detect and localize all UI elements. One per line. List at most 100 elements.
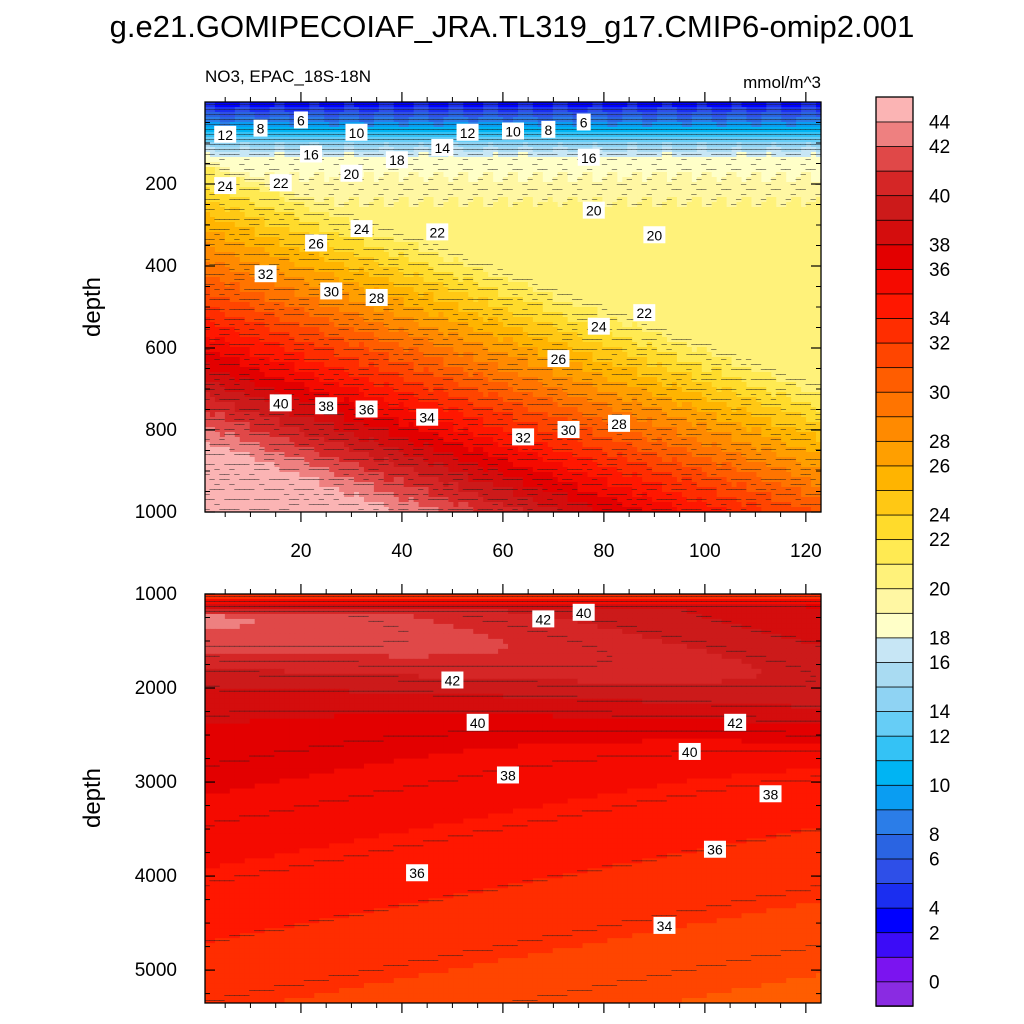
contour-cell xyxy=(552,172,559,178)
contour-cell xyxy=(468,217,474,223)
contour-cell xyxy=(259,217,266,223)
contour-cell xyxy=(627,277,633,283)
contour-cell xyxy=(458,227,464,233)
contour-cell xyxy=(706,277,713,283)
contour-cell xyxy=(438,177,445,183)
contour-cell xyxy=(378,212,385,218)
contour-cell xyxy=(756,187,762,193)
contour-cell xyxy=(254,227,261,233)
contour-cell xyxy=(791,272,797,278)
contour-cell xyxy=(577,242,584,248)
contour-cell xyxy=(741,227,748,233)
contour-cell xyxy=(577,292,584,298)
contour-cell xyxy=(696,272,703,278)
contour-cell xyxy=(239,222,246,228)
contour-cell xyxy=(468,162,474,168)
contour-cell xyxy=(249,302,256,308)
contour-cell xyxy=(691,267,698,273)
contour-cell xyxy=(696,297,703,303)
contour-cell xyxy=(791,242,797,248)
contour-cell xyxy=(756,232,762,238)
contour-cell xyxy=(304,252,310,258)
contour-cell xyxy=(319,162,325,168)
contour-cell xyxy=(349,262,355,268)
contour-cell xyxy=(801,252,807,258)
contour-cell xyxy=(508,182,514,188)
contour-cell xyxy=(433,292,440,298)
contour-cell xyxy=(522,202,529,208)
contour-cell xyxy=(532,237,539,243)
contour-cell xyxy=(408,257,415,263)
contour-cell xyxy=(517,257,524,263)
contour-cell xyxy=(686,292,693,298)
contour-cell xyxy=(691,262,698,268)
contour-cell xyxy=(309,207,315,213)
contour-cell xyxy=(667,177,673,183)
contour-cell xyxy=(607,242,613,248)
contour-cell xyxy=(269,162,276,168)
contour-cell xyxy=(557,177,564,183)
contour-cell xyxy=(811,217,817,223)
contour-cell xyxy=(771,257,777,263)
contour-cell xyxy=(612,237,618,243)
contour-cell xyxy=(572,207,579,213)
contour-cell xyxy=(453,257,459,263)
contour-cell xyxy=(522,232,529,238)
contour-cell xyxy=(681,192,688,198)
contour-cell xyxy=(582,167,589,173)
contour-cell xyxy=(383,212,390,218)
contour-cell xyxy=(776,167,782,173)
contour-cell xyxy=(676,167,683,173)
contour-cell xyxy=(428,182,435,188)
contour-cell xyxy=(612,242,618,248)
contour-cell xyxy=(632,212,638,218)
contour-cell xyxy=(736,217,743,223)
contour-cell xyxy=(801,232,807,238)
contour-cell xyxy=(453,172,459,178)
contour-cell xyxy=(751,272,758,278)
contour-cell xyxy=(269,237,276,243)
contour-cell xyxy=(483,267,489,273)
contour-cell xyxy=(488,257,494,263)
contour-cell xyxy=(607,287,613,293)
contour-cell xyxy=(344,182,350,188)
contour-cell xyxy=(324,162,330,168)
contour-cell xyxy=(637,277,643,283)
contour-cell xyxy=(473,157,479,163)
contour-cell xyxy=(234,232,241,238)
contour-cell xyxy=(791,237,797,243)
contour-cell xyxy=(453,272,459,278)
contour-cell xyxy=(711,242,718,248)
contour-cell xyxy=(811,177,817,183)
contour-cell xyxy=(522,212,529,218)
contour-cell xyxy=(299,282,305,288)
contour-cell xyxy=(373,252,380,258)
contour-cell xyxy=(304,162,310,168)
contour-cell xyxy=(751,182,758,188)
contour-cell xyxy=(577,172,584,178)
contour-cell xyxy=(552,277,559,283)
contour-cell xyxy=(791,277,797,283)
contour-cell xyxy=(686,162,693,168)
contour-cell xyxy=(552,237,559,243)
contour-cell xyxy=(234,227,241,233)
contour-cell xyxy=(662,282,668,288)
contour-cell xyxy=(542,242,549,248)
contour-cell xyxy=(811,182,817,188)
contour-cell xyxy=(741,217,748,223)
contour-cell xyxy=(617,252,623,258)
contour-cell xyxy=(681,207,688,213)
contour-cell xyxy=(657,212,663,218)
contour-cell xyxy=(756,182,762,188)
contour-cell xyxy=(731,192,738,198)
contour-cell xyxy=(582,242,589,248)
contour-cell xyxy=(403,172,410,178)
contour-cell xyxy=(686,202,693,208)
contour-cell xyxy=(542,172,549,178)
contour-cell xyxy=(354,197,360,203)
contour-cell xyxy=(562,222,569,228)
contour-cell xyxy=(547,237,554,243)
contour-cell xyxy=(527,267,534,273)
contour-cell xyxy=(393,237,400,243)
contour-cell xyxy=(498,202,504,208)
